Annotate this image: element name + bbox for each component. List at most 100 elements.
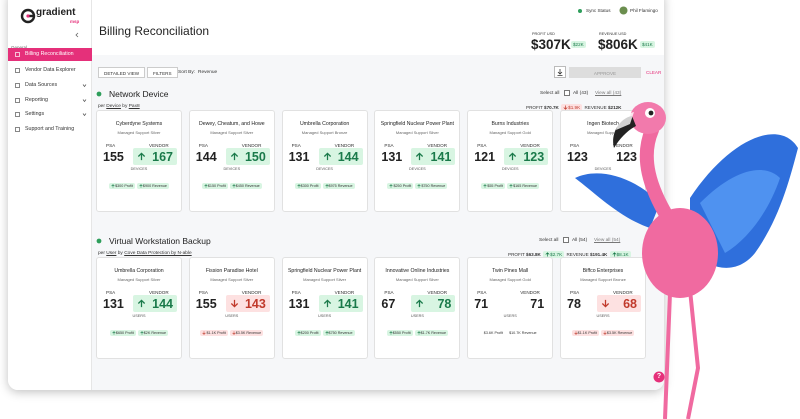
profit-value: $650 (115, 331, 125, 335)
profit-label: Profit (588, 331, 597, 335)
psa-label: PSA (477, 290, 487, 295)
view-all-link[interactable]: View all (43) (595, 91, 622, 96)
unit-link[interactable]: Device (106, 104, 121, 109)
nav-item[interactable]: Data Sources (8, 79, 92, 92)
nav-item[interactable]: Vendor Data Explorer (8, 64, 92, 77)
revenue-label: Revenue (244, 184, 260, 188)
profit-pill: $300 Profit (109, 183, 135, 190)
psa-count: 131 (103, 297, 124, 311)
account-card[interactable]: Springfield Nuclear Power Plant Managed S… (281, 257, 368, 359)
card-footer: $300 Profit $900 Revenue (97, 183, 181, 190)
arrow-up-icon (416, 331, 421, 335)
revenue-delta: $41K (640, 41, 655, 48)
app-window: gradient msp General Billing Reconciliat… (8, 0, 664, 390)
psa-count: 155 (103, 150, 124, 164)
card-footer: $550 Profit $1.7K Revenue (375, 330, 459, 337)
page-title: Billing Reconciliation (99, 24, 210, 38)
help-button[interactable]: ? (656, 373, 662, 380)
arrow-up-icon (204, 184, 208, 188)
delta-text: $8.1K (616, 252, 629, 257)
revenue-pill: $165 Revenue (507, 183, 540, 190)
section-subtitle: per Device by Pax8 (98, 104, 140, 109)
checkbox[interactable] (564, 90, 570, 96)
arrow-up-icon (483, 184, 487, 188)
detailed-view-button[interactable]: DETAILED VIEW (98, 67, 146, 78)
profit-pill: $1.1K Profit (200, 330, 228, 337)
download-icon[interactable] (554, 66, 566, 78)
vendor-link[interactable]: Pax8 (128, 104, 140, 109)
nav-item[interactable]: Support and Training (8, 123, 92, 136)
account-card[interactable]: Twin Pines Mall Managed Support Gold PSA VE… (467, 257, 554, 359)
nav-icon (15, 68, 20, 73)
clear-button[interactable]: CLEAR (646, 70, 662, 75)
profit-value: $550 (392, 331, 401, 335)
sort-value[interactable]: Revenue (198, 70, 218, 75)
collapse-icon[interactable] (74, 32, 80, 38)
unit-label: DEVICES (316, 167, 333, 171)
select-all[interactable]: Select all (540, 91, 560, 96)
revenue-value: $2K (143, 331, 151, 335)
revenue-label: Revenue (522, 184, 538, 188)
filters-button[interactable]: FILTERS (147, 67, 178, 78)
account-card[interactable]: Umbrella Corporation Managed Support Bron… (281, 110, 368, 212)
arrow-up-icon (139, 184, 143, 188)
profit-label: PROFIT USD (532, 32, 555, 36)
nav-item[interactable]: Reporting (8, 94, 92, 107)
revenue-label: Revenue (337, 331, 353, 335)
nav-item[interactable]: Settings (8, 108, 92, 121)
logo-sub: msp (70, 19, 80, 24)
sync-status[interactable]: Sync Status (586, 8, 611, 13)
vendor-count: 78 (437, 297, 452, 311)
profit-pill: $3.6K Profit (482, 330, 505, 336)
user-name[interactable]: Phil Flamingo (630, 8, 658, 13)
profit-label: Profit (217, 331, 226, 335)
account-card[interactable]: Umbrella Corporation Managed Support Silv… (96, 257, 182, 359)
revenue-pill: $3.5K Revenue (229, 330, 264, 337)
account-card[interactable]: Springfield Nuclear Power Plant Managed S… (374, 110, 461, 212)
nav-section: General (11, 45, 27, 50)
all-count: All (54) (572, 238, 588, 243)
profit-label: Profit (309, 184, 319, 188)
vendor-box: 123 (504, 148, 549, 165)
all-count: All (43) (573, 91, 589, 96)
vendor-box: 144 (133, 295, 177, 312)
unit-label: USERS (132, 314, 146, 318)
nav-item[interactable]: Billing Reconciliation (8, 48, 92, 61)
per-text: per (98, 104, 105, 109)
chevron-icon (82, 84, 87, 88)
psa-label: PSA (291, 143, 301, 148)
vendor-count: 143 (244, 297, 266, 311)
arrow-down-icon (601, 299, 610, 308)
unit-label: USERS (503, 314, 517, 318)
arrow-up-icon (297, 331, 301, 335)
vendor-link[interactable]: Cove Data Protection by N-able (124, 251, 192, 256)
nav-icon (15, 98, 20, 103)
account-card[interactable]: Biffco Enterprises Managed Support Bronze… (560, 257, 646, 359)
sync-dot (578, 9, 582, 13)
checkbox[interactable] (563, 237, 569, 243)
profit-value: $70.7K (544, 105, 559, 110)
revenue-value: $900 (142, 184, 152, 188)
profit-pill: $1.1K Profit (571, 330, 599, 337)
vendor-count: 141 (337, 297, 359, 311)
plan-name: Managed Support Bronze (301, 130, 348, 135)
psa-label: PSA (198, 143, 208, 148)
account-card[interactable]: Innovative Online Industries Managed Supp… (374, 257, 461, 359)
psa-label: PSA (291, 290, 301, 295)
arrow-up-icon (612, 252, 617, 257)
account-card[interactable]: Fission Paradise Hotel Managed Support Si… (188, 257, 275, 359)
arrow-up-icon (416, 299, 424, 308)
revenue-value: $750 (421, 184, 430, 188)
unit-label: USERS (318, 314, 332, 318)
select-all[interactable]: Select all (539, 238, 559, 243)
revenue-value: $3.5K (606, 331, 617, 335)
view-all-link[interactable]: View all (54) (594, 238, 621, 243)
account-card[interactable]: Dewey, Cheatum, and Howe Managed Support … (188, 110, 275, 212)
account-card[interactable]: Cyberdyne Systems Managed Support Silver P… (96, 110, 182, 212)
approve-button[interactable]: APPROVE (569, 67, 641, 78)
arrow-up-icon (389, 331, 393, 335)
plan-name: Managed Support Silver (303, 277, 347, 282)
unit-link[interactable]: User (106, 251, 117, 256)
account-card[interactable]: Burns Industries Managed Support Gold PSA V… (467, 110, 554, 212)
arrow-down-icon (563, 105, 568, 111)
